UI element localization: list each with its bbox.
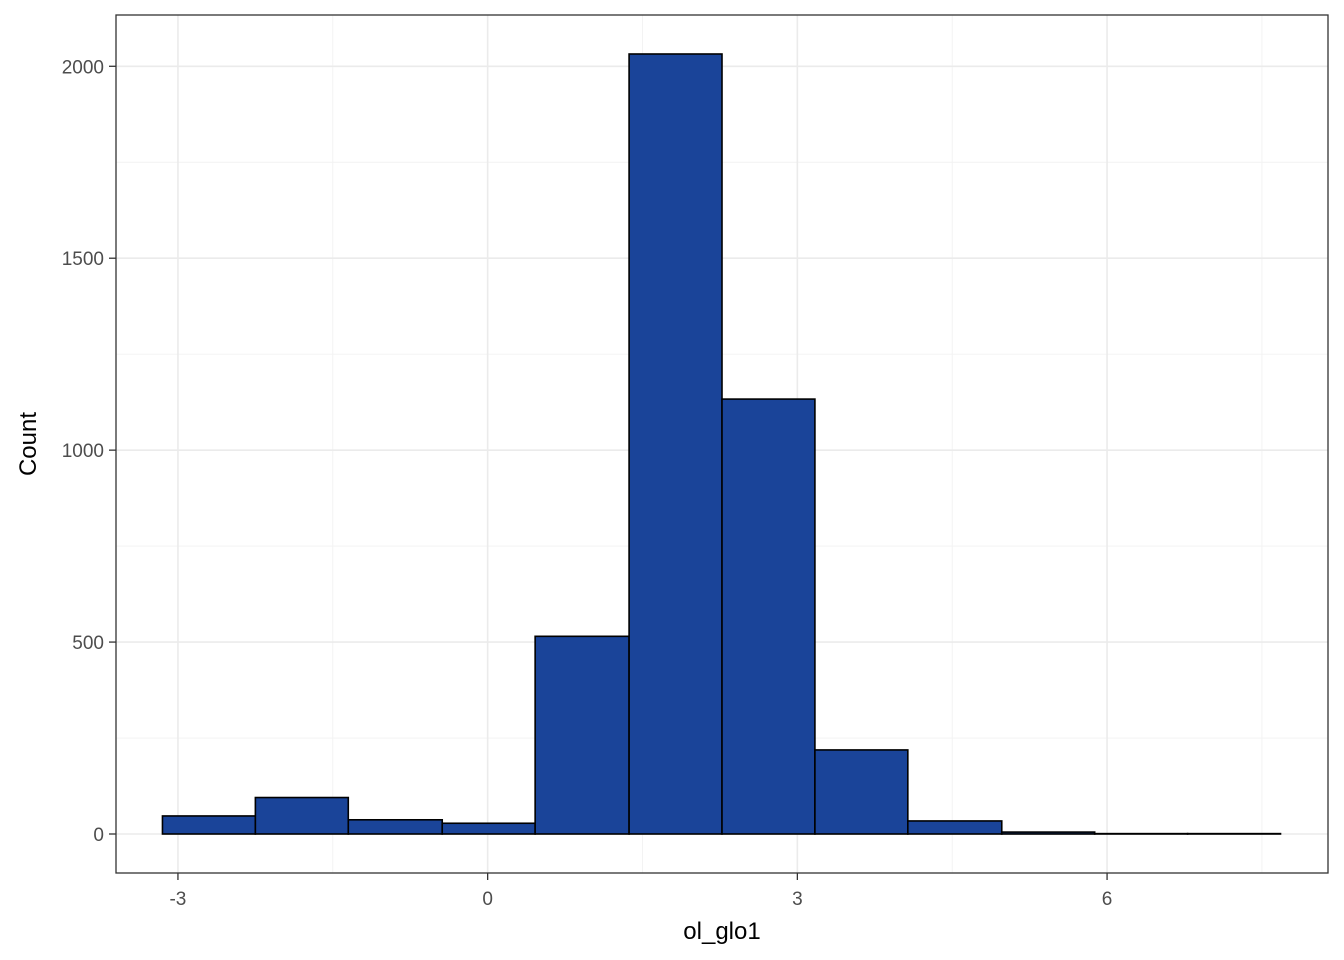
y-tick-label: 1500: [62, 249, 104, 270]
histogram-bar: [534, 635, 630, 835]
histogram-bar: [628, 53, 723, 835]
y-axis-title: Count: [15, 412, 42, 476]
histogram-bar: [721, 398, 816, 835]
y-tick-label: 0: [93, 825, 104, 846]
x-tick-label: 6: [1102, 889, 1113, 910]
x-tick-label: 0: [482, 889, 493, 910]
y-axis: 0 500 1000 1500 2000: [62, 57, 116, 846]
x-axis: -3 0 3 6: [169, 873, 1112, 910]
histogram-bars: [161, 53, 1282, 835]
x-axis-title: ol_glo1: [683, 918, 760, 945]
histogram-bar: [347, 818, 444, 835]
y-tick-label: 1000: [62, 441, 104, 462]
y-tick-label: 500: [72, 633, 104, 654]
plot-panel-border: [115, 14, 1329, 874]
histogram-bar: [441, 822, 536, 835]
histogram-bar: [907, 820, 1003, 835]
histogram-bar: [814, 749, 909, 835]
histogram-bar: [254, 796, 350, 835]
x-tick-label: 3: [792, 889, 803, 910]
histogram-bar: [1000, 831, 1096, 835]
histogram-bar: [161, 815, 257, 835]
y-tick-label: 2000: [62, 57, 104, 78]
x-tick-label: -3: [169, 889, 186, 910]
